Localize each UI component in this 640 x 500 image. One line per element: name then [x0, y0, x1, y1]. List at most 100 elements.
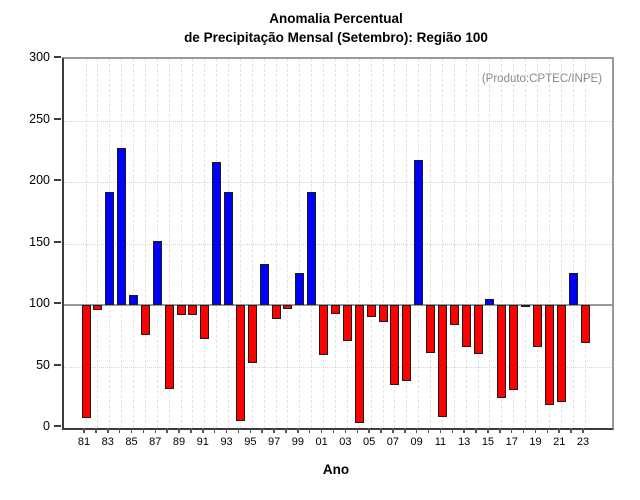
x-axis-tick	[510, 428, 513, 433]
x-axis-tick	[118, 428, 121, 433]
y-axis-tick-label: 0	[43, 419, 50, 433]
y-axis-tick-label: 50	[36, 357, 50, 372]
bar-97	[271, 305, 281, 319]
x-axis-tick	[83, 428, 85, 433]
x-axis-tick	[213, 428, 216, 433]
x-axis-tick-label: 13	[458, 436, 471, 448]
x-axis-tick	[166, 428, 168, 433]
y-axis-tick	[54, 302, 61, 304]
x-axis-tick	[463, 428, 465, 433]
bar-92	[212, 162, 222, 305]
bar-88	[164, 305, 174, 389]
bar-94	[235, 305, 245, 421]
x-axis-tick	[237, 428, 240, 433]
bar-93	[224, 191, 234, 305]
x-axis-tick-label: 97	[267, 436, 281, 448]
x-axis-label: Ano	[322, 462, 350, 477]
y-axis-tick-label: 150	[29, 234, 50, 249]
chart-title-line1: Anomalia Percentual	[269, 11, 403, 26]
horizontal-gridline	[64, 243, 612, 245]
chart-title: Anomalia Percentual de Precipitação Mens…	[62, 9, 610, 47]
x-axis-tick	[95, 428, 97, 433]
bar-98	[283, 305, 293, 309]
bar-91	[200, 305, 210, 340]
bar-09	[414, 159, 424, 305]
x-axis-tick-label: 09	[410, 436, 423, 448]
x-axis-tick	[332, 428, 335, 433]
x-axis-tick-label: 99	[291, 436, 304, 448]
y-axis-tick	[54, 117, 61, 120]
x-axis-tick	[570, 428, 572, 433]
x-axis-tick	[107, 428, 109, 433]
x-axis-tick-label: 05	[363, 436, 376, 448]
bar-14	[473, 305, 483, 355]
bar-04	[354, 305, 364, 424]
y-axis-tick	[54, 56, 61, 58]
x-axis-tick	[273, 428, 275, 433]
bar-85	[129, 295, 139, 305]
x-axis-tick	[178, 428, 180, 433]
x-axis-tick	[225, 428, 228, 433]
x-axis-tick-label: 15	[481, 436, 495, 448]
y-axis-tick	[54, 240, 61, 243]
bar-05	[366, 305, 376, 318]
y-axis-tick	[54, 363, 61, 366]
x-axis-tick	[427, 428, 430, 433]
y-axis-tick	[54, 179, 61, 181]
x-axis-tick	[380, 428, 382, 433]
x-axis-tick	[202, 428, 204, 433]
bar-83	[105, 191, 115, 305]
bar-08	[402, 305, 412, 382]
bar-99	[295, 273, 305, 305]
x-axis-tick	[534, 428, 537, 433]
y-axis-tick-label: 200	[29, 173, 50, 187]
bar-06	[378, 305, 388, 323]
x-axis-tick-label: 85	[125, 436, 138, 448]
plot-area: (Produto:CPTEC/INPE)	[62, 57, 614, 430]
chart-title-line2: de Precipitação Mensal (Setembro): Regiã…	[184, 30, 488, 45]
x-axis-tick	[522, 428, 525, 433]
bar-18	[521, 305, 531, 308]
bar-19	[532, 305, 542, 347]
x-axis-tick	[582, 428, 584, 433]
x-axis-tick	[285, 428, 287, 433]
x-axis-tick	[154, 428, 157, 433]
bar-13	[461, 305, 471, 347]
x-axis-tick-label: 91	[196, 436, 209, 448]
x-axis-tick	[392, 428, 394, 433]
x-axis-tick	[404, 428, 406, 433]
bar-15	[485, 298, 495, 305]
bar-86	[140, 305, 150, 335]
x-axis-tick	[415, 428, 418, 433]
x-axis-tick	[249, 428, 252, 433]
bar-82	[93, 305, 103, 310]
x-axis-tick	[320, 428, 323, 433]
x-axis-tick	[344, 428, 347, 433]
x-axis-tick	[368, 428, 370, 433]
bar-11	[437, 305, 447, 417]
x-axis-tick-label: 11	[434, 436, 447, 448]
x-axis-tick	[499, 428, 501, 433]
x-axis-tick	[558, 428, 560, 433]
x-axis-tick	[261, 428, 263, 433]
annotation-produto: (Produto:CPTEC/INPE)	[481, 73, 602, 85]
bar-96	[259, 264, 269, 305]
x-axis-tick	[487, 428, 489, 433]
bar-87	[152, 241, 162, 305]
bar-10	[426, 305, 436, 353]
x-axis-tick	[297, 428, 299, 433]
x-axis-tick	[130, 428, 133, 433]
bar-90	[188, 305, 198, 315]
bar-81	[81, 305, 91, 419]
horizontal-gridline	[64, 120, 612, 122]
y-axis-tick	[54, 425, 61, 427]
bar-03	[342, 305, 352, 341]
x-axis-tick-label: 89	[172, 436, 186, 448]
x-axis-tick	[308, 428, 311, 433]
x-axis-tick-label: 87	[149, 436, 162, 448]
bar-21	[556, 305, 566, 403]
x-axis-tick	[451, 428, 454, 433]
x-axis-tick-label: 93	[220, 436, 233, 448]
horizontal-gridline	[64, 182, 612, 183]
